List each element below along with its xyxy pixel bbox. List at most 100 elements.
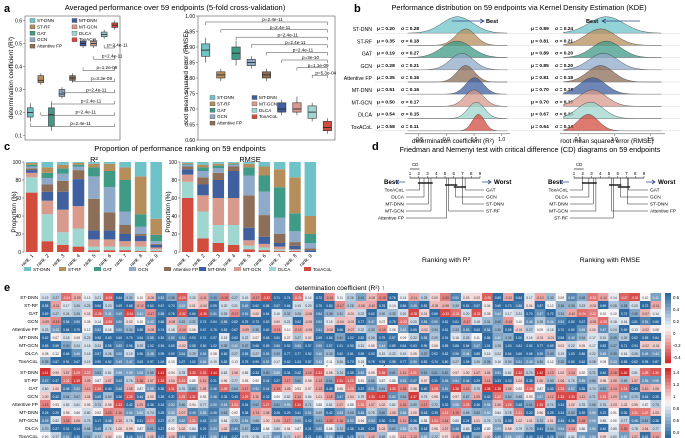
heat-r2-cell-value: 0.90 (347, 344, 353, 348)
heat-rmse-cell (324, 400, 335, 408)
heat-rmse-cell-value: 1.13 (316, 387, 322, 391)
rank-r2-seg-GCN (119, 211, 131, 225)
heat-rmse-cell (587, 416, 599, 424)
heat-rmse-cell (545, 376, 556, 384)
heat-rmse-cell-value: 1.16 (116, 411, 122, 415)
rank-legend-swatch-ST-RF (59, 267, 66, 271)
heat-rmse-cell-value: 1.06 (74, 419, 80, 423)
kde-row-label-ST-DNN: ST-DNN (353, 27, 373, 33)
heat-rmse-cell-value: 0.42 (295, 371, 301, 375)
heat-r2-cell (208, 325, 220, 333)
heat-r2-cell-value: -0.01 (536, 336, 543, 340)
heat-r2-cell (303, 317, 314, 325)
heat-r2-cell (176, 357, 188, 365)
heat-r2-cell-value: 0.28 (295, 312, 301, 316)
heat-rmse-cell-value: 0.97 (453, 395, 459, 399)
colorbar-rmse-step (665, 392, 671, 397)
rank-legend-label-ST-RF: ST-RF (68, 267, 81, 272)
heat-rmse-cell-value: 0.98 (411, 387, 417, 391)
heat-r2-cell-value: 0.81 (463, 304, 469, 308)
rank-rmse-seg-ST-RF (181, 162, 194, 164)
rank-r2-seg-ToxACoL (88, 250, 100, 252)
heat-r2-cell (345, 325, 356, 333)
panel-b-left-xlabel: determination coefficient (R²) (412, 138, 494, 145)
heat-r2-cell (397, 309, 409, 317)
heat-rmse-cell-value: 1.30 (389, 387, 395, 391)
heat-r2-cell (639, 349, 651, 357)
heat-rmse-cell (324, 376, 335, 384)
heat-r2-cell (324, 349, 335, 357)
heat-r2-cell-value: -0.21 (589, 312, 596, 316)
heat-r2-cell (397, 325, 409, 333)
legend-swatch-MT-GCN (71, 24, 78, 30)
heat-r2-cell-value: 0.13 (232, 360, 238, 364)
heat-rmse-cell (355, 416, 367, 424)
heat-r2-cell (513, 309, 525, 317)
heat-r2-cell (113, 301, 125, 309)
cd-rmse-tick-label: 7 (625, 171, 628, 176)
heat-r2-cell-value: -0.15 (378, 328, 385, 332)
heat-r2-cell-value: -0.19 (221, 296, 228, 300)
heat-rmse-cell-value: 0.69 (463, 411, 469, 415)
heat-r2-cell-value: 0.55 (421, 336, 427, 340)
pvalue-rmse: p=3e-10 (302, 55, 319, 60)
box-rmse-ytick-label: 0.95 (185, 30, 195, 36)
heat-rmse-cell (429, 376, 441, 384)
heat-r2-cell-value: -0.04 (336, 320, 343, 324)
heat-r2-cell-value: 0.09 (400, 336, 406, 340)
heat-rmse-cell-value: 1.44 (211, 371, 217, 375)
heat-r2-cell-value: 0.62 (368, 312, 374, 316)
heat-rmse-cell-value: 0.81 (326, 403, 332, 407)
heat-r2-cell-value: -0.01 (515, 328, 522, 332)
heat-rmse-cell (492, 408, 504, 416)
heat-rmse-cell-value: 1.11 (253, 395, 259, 399)
rank-r2-seg-ST-DNN (150, 162, 163, 219)
legend-swatch-MT-GCN (251, 101, 258, 107)
heat-rmse-cell (482, 368, 493, 376)
heat-rmse-cell-value: 1.00 (42, 395, 48, 399)
rank-r2-ytick-label: 40 (15, 214, 21, 220)
heat-rmse-cell (376, 416, 388, 424)
heat-rmse-cell (134, 368, 146, 376)
heat-r2-cell-value: 0.24 (611, 328, 617, 332)
heat-rmse-row-label: GCN (27, 394, 38, 400)
heat-r2-cell-value: 0.63 (263, 320, 269, 324)
heat-rmse-cell (545, 408, 556, 416)
heat-r2-cell (40, 341, 51, 349)
cd-r2-right-name: ST-DNN (486, 202, 504, 208)
heat-r2-cell (61, 341, 72, 349)
heat-rmse-cell-value: 0.98 (432, 427, 438, 431)
heat-r2-cell-value: 0.23 (95, 344, 101, 348)
cd-r2-best: Best (384, 179, 397, 186)
heat-rmse-cell-value: 1.07 (63, 371, 69, 375)
bracket-r2 (30, 123, 115, 127)
heat-r2-cell-value: 0.14 (305, 296, 311, 300)
heat-rmse-cell (176, 424, 188, 432)
heat-rmse-cell (387, 376, 399, 384)
heat-r2-cell-value: 0.50 (116, 328, 122, 332)
heat-rmse-cell-value: 0.31 (305, 427, 311, 431)
heat-rmse-cell-value: 1.33 (190, 371, 196, 375)
heat-rmse-cell-value: 1.17 (242, 387, 248, 391)
heat-r2-cell (324, 293, 335, 301)
heat-r2-cell-value: 0.91 (63, 360, 69, 364)
rank-r2-seg-MT-DNN (25, 170, 38, 173)
rank-r2-seg-MT-GCN (88, 239, 100, 247)
heat-r2-cell (82, 301, 93, 309)
heat-r2-cell (303, 293, 314, 301)
heat-rmse-cell (597, 376, 609, 384)
heat-rmse-cell (345, 384, 356, 392)
heat-r2-cell (208, 357, 220, 365)
heat-rmse-cell-value: 1.04 (642, 427, 648, 431)
heat-rmse-cell (187, 376, 199, 384)
colorbar-r2-step (665, 317, 671, 322)
heat-rmse-cell-value: 0.77 (168, 419, 174, 423)
heat-r2-cell (261, 301, 272, 309)
heat-rmse-cell-value: 0.27 (53, 427, 59, 431)
heat-rmse-cell-value: 0.77 (232, 379, 238, 383)
heat-r2-cell (555, 333, 567, 341)
heat-rmse-cell (187, 368, 199, 376)
heat-r2-cell (113, 333, 125, 341)
cd-r2-cd-label: CD (412, 162, 418, 167)
heat-r2-cell (261, 317, 272, 325)
